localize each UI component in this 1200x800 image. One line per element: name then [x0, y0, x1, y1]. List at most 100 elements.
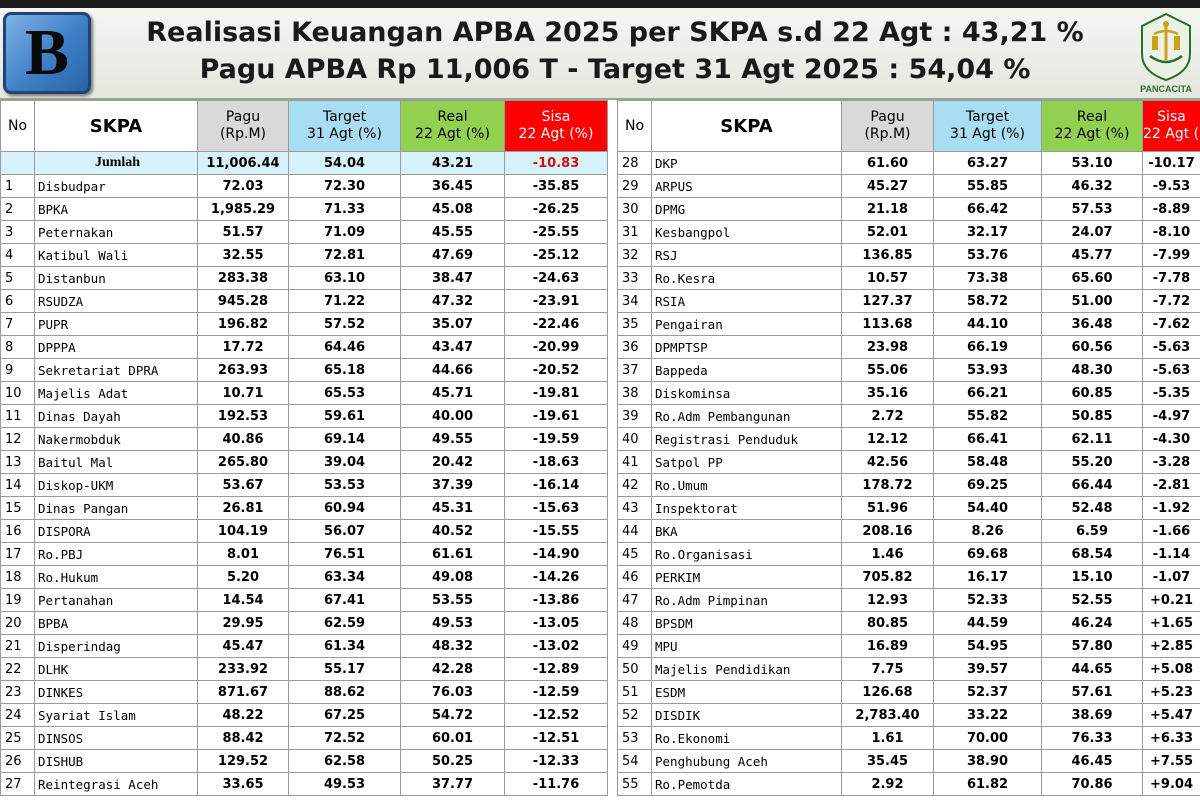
row-sisa: -15.55 — [504, 519, 608, 543]
row-target: 66.21 — [933, 381, 1042, 405]
table-row: 28 DKP 61.60 63.27 53.10 -10.17 — [617, 151, 1200, 175]
row-sisa: -24.63 — [504, 266, 608, 290]
row-pagu: 1.46 — [841, 542, 934, 566]
row-target: 8.26 — [933, 519, 1042, 543]
row-real: 35.07 — [400, 312, 505, 336]
row-pagu: 196.82 — [197, 312, 289, 336]
col-header-skpa: SKPA — [34, 100, 198, 152]
row-pagu: 17.72 — [197, 335, 289, 359]
row-real: 20.42 — [400, 450, 505, 474]
row-sisa: +6.33 — [1142, 726, 1200, 750]
row-skpa: Diskop-UKM — [34, 473, 198, 497]
title-line-2: Pagu APBA Rp 11,006 T - Target 31 Agt 20… — [199, 54, 1031, 85]
row-skpa: Nakermobduk — [34, 427, 198, 451]
row-pagu: 2.72 — [841, 404, 934, 428]
row-real: 60.85 — [1041, 381, 1143, 405]
row-skpa: DPMPTSP — [651, 335, 842, 359]
row-target: 56.07 — [288, 519, 401, 543]
row-sisa: +5.08 — [1142, 657, 1200, 681]
row-pagu: 233.92 — [197, 657, 289, 681]
row-no: 54 — [617, 749, 652, 773]
row-pagu: 16.89 — [841, 634, 934, 658]
row-no: 15 — [0, 496, 35, 520]
table-header-row: No SKPA Pagu (Rp.M) Target 31 Agt (%) Real… — [617, 100, 1200, 152]
row-skpa: Penghubung Aceh — [651, 749, 842, 773]
row-real: 48.32 — [400, 634, 505, 658]
row-skpa: DINSOS — [34, 726, 198, 750]
row-no: 36 — [617, 335, 652, 359]
row-skpa: Ro.Ekonomi — [651, 726, 842, 750]
row-real: 36.48 — [1041, 312, 1143, 336]
row-sisa: -8.10 — [1142, 220, 1200, 244]
row-sisa: -1.92 — [1142, 496, 1200, 520]
row-sisa: -25.55 — [504, 220, 608, 244]
row-skpa: RSIA — [651, 289, 842, 313]
row-real: 50.25 — [400, 749, 505, 773]
row-pagu: 29.95 — [197, 611, 289, 635]
row-target: 32.17 — [933, 220, 1042, 244]
row-target: 69.14 — [288, 427, 401, 451]
row-pagu: 45.27 — [841, 174, 934, 198]
row-sisa: -12.33 — [504, 749, 608, 773]
row-target: 39.04 — [288, 450, 401, 474]
row-no: 32 — [617, 243, 652, 267]
row-pagu: 113.68 — [841, 312, 934, 336]
row-target: 49.53 — [288, 772, 401, 796]
row-skpa: Inspektorat — [651, 496, 842, 520]
row-pagu: 14.54 — [197, 588, 289, 612]
table-row: 19 Pertanahan 14.54 67.41 53.55 -13.86 — [0, 588, 608, 612]
row-target: 71.33 — [288, 197, 401, 221]
row-pagu: 48.22 — [197, 703, 289, 727]
table-row: 40 Registrasi Penduduk 12.12 66.41 62.11 -4.3… — [617, 427, 1200, 451]
row-sisa: -8.89 — [1142, 197, 1200, 221]
row-target: 72.52 — [288, 726, 401, 750]
row-pagu: 12.12 — [841, 427, 934, 451]
table-row: 3 Peternakan 51.57 71.09 45.55 -25.55 — [0, 220, 608, 244]
row-real: 45.31 — [400, 496, 505, 520]
row-target: 64.46 — [288, 335, 401, 359]
row-real: 48.30 — [1041, 358, 1143, 382]
row-no: 23 — [0, 680, 35, 704]
col-header-no: No — [0, 100, 35, 152]
row-skpa: Peternakan — [34, 220, 198, 244]
row-target: 53.53 — [288, 473, 401, 497]
row-no: 48 — [617, 611, 652, 635]
table-row: 9 Sekretariat DPRA 263.93 65.18 44.66 -20.52 — [0, 358, 608, 382]
row-no: 4 — [0, 243, 35, 267]
table-row: 31 Kesbangpol 52.01 32.17 24.07 -8.10 — [617, 220, 1200, 244]
row-no: 41 — [617, 450, 652, 474]
row-no: 49 — [617, 634, 652, 658]
row-skpa: Ro.Adm Pembangunan — [651, 404, 842, 428]
table-row: 54 Penghubung Aceh 35.45 38.90 46.45 +7.55 — [617, 749, 1200, 773]
row-real: 45.71 — [400, 381, 505, 405]
row-skpa: BPBA — [34, 611, 198, 635]
row-pagu: 33.65 — [197, 772, 289, 796]
row-skpa: RSJ — [651, 243, 842, 267]
table-row: 49 MPU 16.89 54.95 57.80 +2.85 — [617, 634, 1200, 658]
row-target: 59.61 — [288, 404, 401, 428]
row-real: 70.86 — [1041, 772, 1143, 796]
row-target: 61.82 — [933, 772, 1042, 796]
row-sisa: -14.90 — [504, 542, 608, 566]
table-row: 48 BPSDM 80.85 44.59 46.24 +1.65 — [617, 611, 1200, 635]
row-no: 42 — [617, 473, 652, 497]
row-real: 68.54 — [1041, 542, 1143, 566]
row-real: 40.52 — [400, 519, 505, 543]
row-sisa: -1.66 — [1142, 519, 1200, 543]
logo-badge: B — [3, 12, 91, 94]
row-target: 66.41 — [933, 427, 1042, 451]
row-no: 6 — [0, 289, 35, 313]
table-row: 55 Ro.Pemotda 2.92 61.82 70.86 +9.04 — [617, 772, 1200, 796]
row-sisa: -13.86 — [504, 588, 608, 612]
col-header-skpa: SKPA — [651, 100, 842, 152]
row-target: 66.42 — [933, 197, 1042, 221]
row-real: 60.01 — [400, 726, 505, 750]
col-header-pagu: Pagu (Rp.M) — [197, 100, 289, 152]
row-target: 67.25 — [288, 703, 401, 727]
row-real: 42.28 — [400, 657, 505, 681]
table-row: 41 Satpol PP 42.56 58.48 55.20 -3.28 — [617, 450, 1200, 474]
row-no: 40 — [617, 427, 652, 451]
row-target: 44.10 — [933, 312, 1042, 336]
table-row: 36 DPMPTSP 23.98 66.19 60.56 -5.63 — [617, 335, 1200, 359]
row-real: 53.10 — [1041, 151, 1143, 175]
